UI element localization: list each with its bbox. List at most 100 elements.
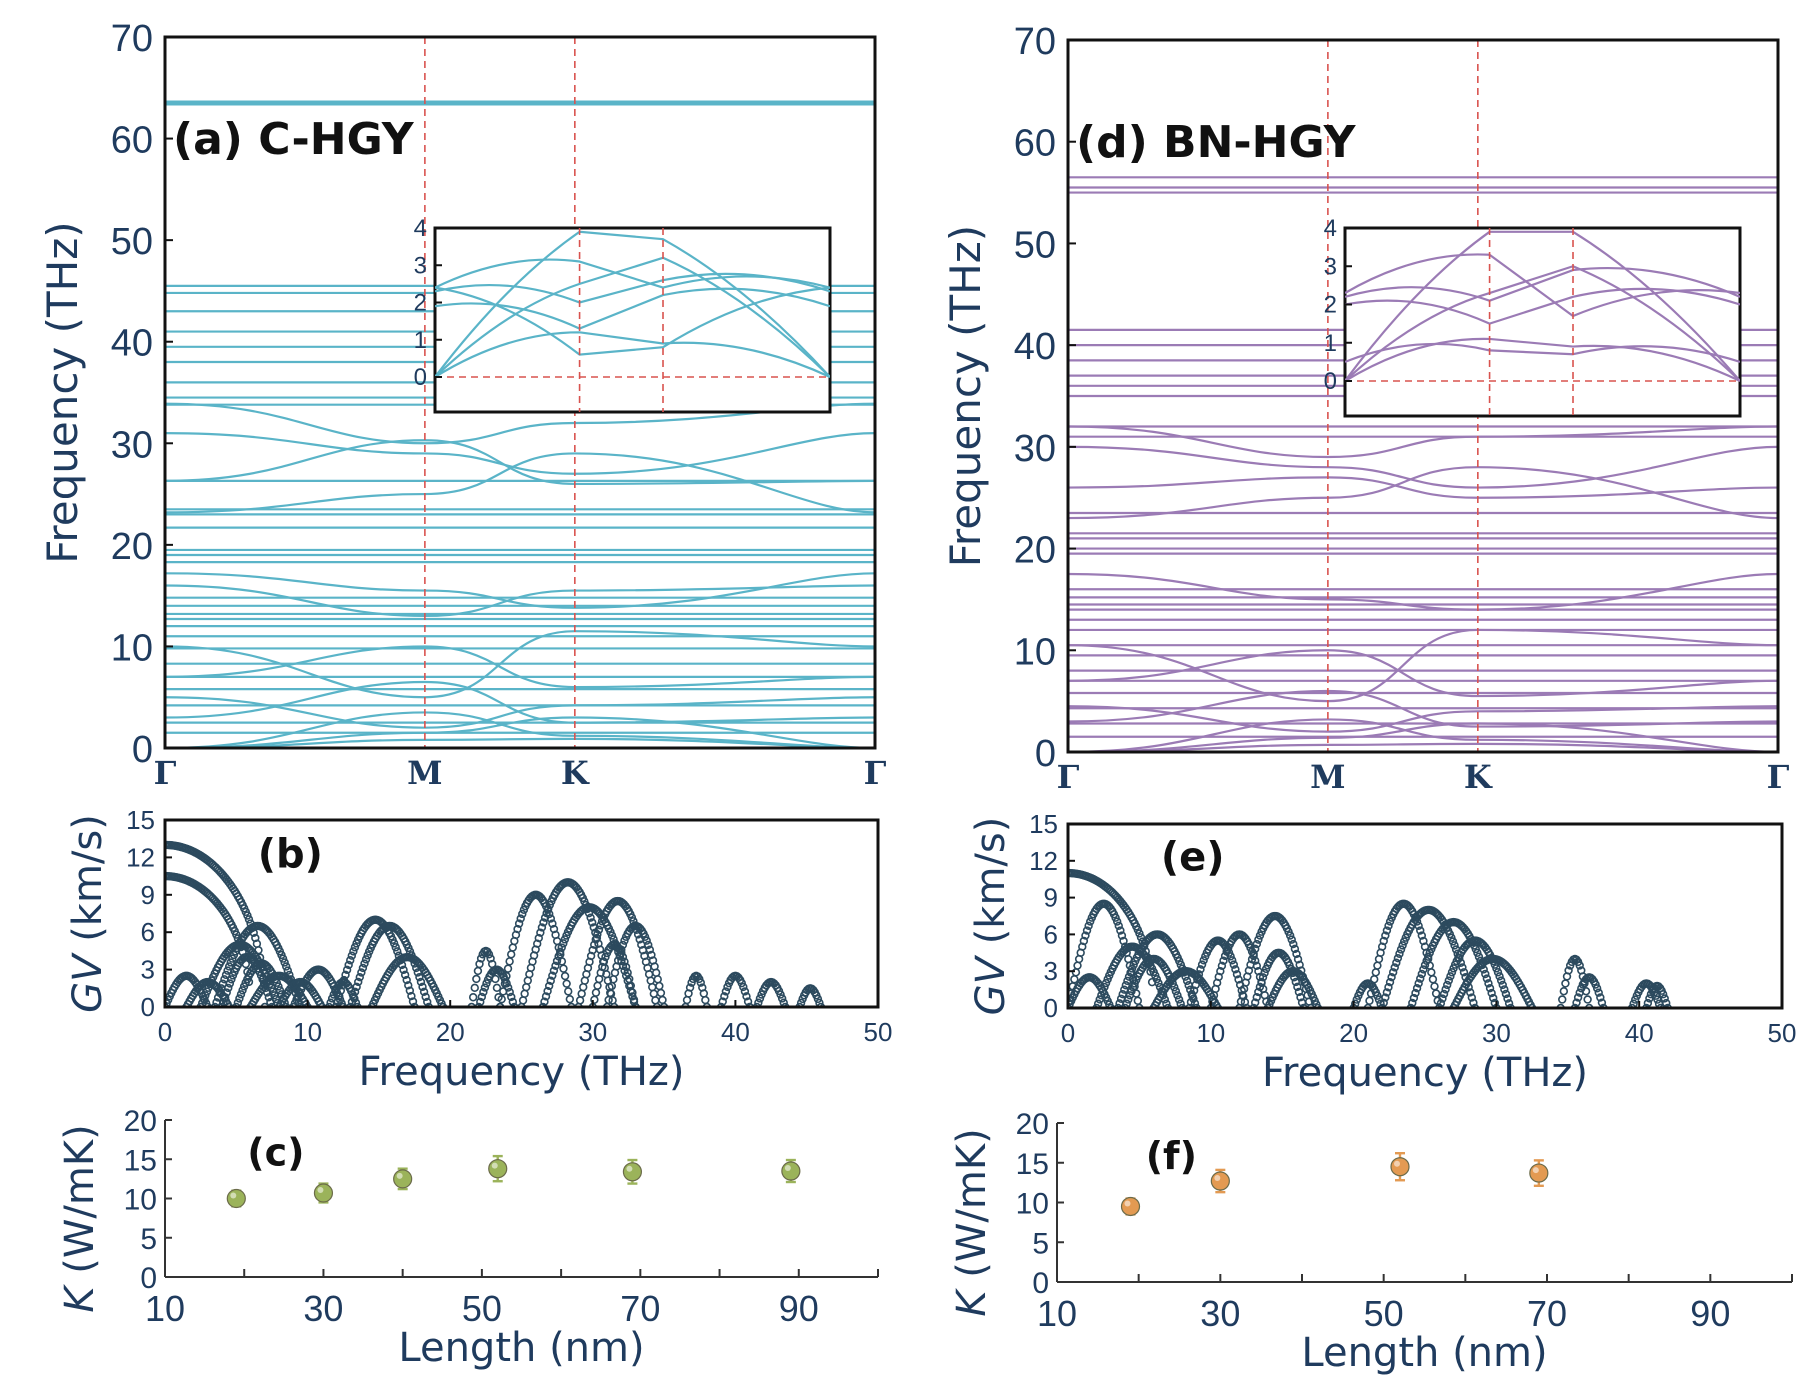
gv-point — [565, 994, 575, 1004]
y-tick-label: 70 — [1014, 21, 1056, 63]
gv-point — [546, 976, 555, 985]
gv-point — [555, 947, 565, 957]
gv-point — [484, 950, 494, 959]
inset-band — [435, 230, 830, 378]
phonon-band-dispersive — [165, 584, 875, 618]
gv-point — [544, 981, 554, 991]
gv-point — [539, 918, 548, 927]
gv-point — [1559, 987, 1569, 996]
gv-point — [514, 919, 524, 928]
gv-point — [658, 995, 667, 1005]
y-tick-label: 50 — [111, 221, 153, 263]
gv-point — [645, 945, 655, 954]
gv-point — [393, 947, 402, 956]
gv-point — [1232, 970, 1242, 979]
x-tick-label: 90 — [779, 1288, 819, 1329]
gv-point — [342, 965, 352, 975]
gv-point — [1293, 955, 1303, 964]
panel-title: (e) — [1161, 835, 1225, 881]
gv-point — [1417, 969, 1427, 979]
gv-point — [360, 959, 369, 968]
gv-point — [224, 983, 233, 993]
gv-point — [588, 946, 597, 955]
gv-point — [1446, 972, 1455, 981]
y-axis-label-symbol: GV — [65, 952, 111, 1013]
inset-y-tick-label: 0 — [1324, 368, 1337, 395]
gv-point — [1246, 943, 1255, 952]
gv-point — [1474, 952, 1484, 961]
gv-point — [1379, 998, 1388, 1007]
gv-point — [1217, 961, 1227, 970]
gv-point — [1082, 926, 1092, 935]
gv-point — [408, 997, 418, 1006]
gv-point — [1388, 968, 1398, 977]
gv-points — [165, 840, 826, 1007]
phonon-band-dispersive — [1068, 649, 1778, 698]
gv-point — [1594, 988, 1603, 997]
gv-point — [536, 928, 545, 937]
gv-point — [779, 998, 788, 1007]
x-tick-label: 20 — [1339, 1018, 1368, 1048]
gv-point — [1234, 975, 1243, 984]
gv-point — [1379, 936, 1388, 946]
gv-point — [1573, 993, 1583, 1002]
gv-point — [335, 991, 344, 1001]
gv-point — [1081, 931, 1090, 940]
x-axis-label: Frequency (THz) — [358, 1049, 684, 1095]
gv-point — [1482, 974, 1492, 983]
gv-point — [1073, 961, 1082, 970]
gv-point — [1219, 956, 1228, 965]
gv-point — [1194, 970, 1204, 979]
phonon-band-dispersive — [1068, 689, 1778, 728]
gv-points — [1068, 868, 1672, 1008]
gv-point — [352, 982, 361, 992]
gv-point — [607, 931, 617, 940]
gv-point — [1116, 926, 1125, 935]
gv-point — [1162, 999, 1171, 1008]
gv-point — [776, 990, 785, 999]
x-tick-label: 20 — [436, 1017, 465, 1047]
gv-point — [1382, 988, 1392, 997]
gv-point — [1431, 989, 1441, 998]
phonon-band-dispersive — [165, 452, 875, 514]
kpath-label: M — [407, 754, 442, 792]
y-tick-label: 12 — [1029, 846, 1058, 876]
gv-point — [1086, 917, 1095, 926]
gv-point — [1484, 979, 1493, 988]
gv-point — [468, 993, 478, 1002]
gv-point — [358, 963, 368, 973]
gv-point — [720, 992, 729, 1001]
gv-point — [537, 923, 547, 932]
gv-point — [475, 959, 484, 969]
k-data-point — [313, 1183, 334, 1203]
gv-point — [1384, 921, 1393, 931]
x-tick-label: 90 — [1690, 1293, 1730, 1334]
gv-point — [347, 951, 357, 960]
y-axis-label: GV (km/s) — [968, 817, 1014, 1016]
gv-point — [419, 987, 429, 997]
inset-a: 0 1 2 3 4 — [414, 215, 832, 414]
x-axis-label: Length (nm) — [398, 1325, 644, 1371]
k-data-point — [622, 1162, 643, 1182]
gv-point — [544, 904, 553, 914]
inset-frame — [1343, 226, 1742, 418]
gv-point — [593, 930, 602, 939]
gv-point — [1125, 991, 1135, 1000]
gv-point — [238, 986, 247, 995]
x-tick-label: 30 — [1482, 1018, 1511, 1048]
gv-point — [1117, 931, 1127, 940]
gv-point — [551, 961, 560, 970]
gv-point — [534, 933, 543, 943]
kpath-label: Γ — [1767, 758, 1790, 796]
gv-point — [1231, 965, 1240, 974]
gv-point — [1133, 996, 1143, 1005]
phonon-band-dispersive — [1068, 722, 1778, 752]
gv-point — [349, 947, 358, 956]
gv-point — [507, 950, 516, 959]
gv-point — [1631, 995, 1640, 1004]
gv-point — [1093, 999, 1103, 1008]
gv-point — [1384, 983, 1393, 992]
gv-point — [1501, 989, 1511, 999]
gv-point — [1396, 945, 1406, 954]
gv-point — [1427, 968, 1436, 977]
